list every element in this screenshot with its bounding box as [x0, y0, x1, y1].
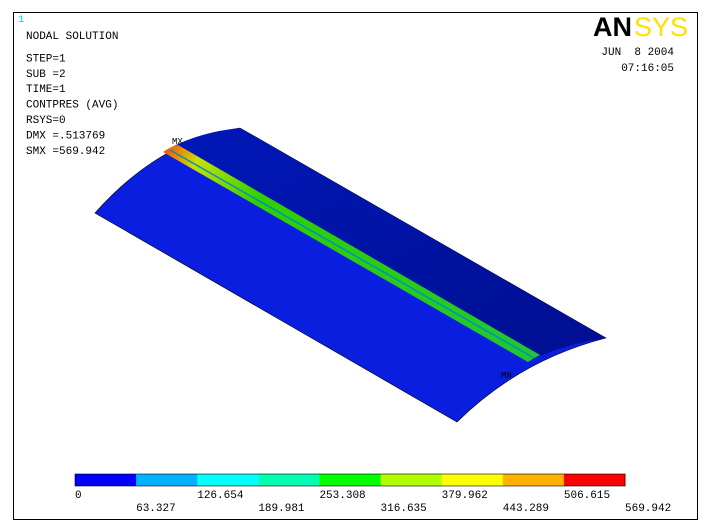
logo-an: AN	[593, 12, 632, 42]
min-marker: MN	[501, 371, 512, 381]
legend-level: 63.327	[136, 503, 176, 515]
legend-level: 569.942	[625, 503, 671, 515]
info-line: SUB =2	[26, 69, 66, 81]
info-block: NODAL SOLUTION STEP=1 SUB =2 TIME=1 CONTPRES…	[26, 31, 118, 158]
legend-swatch	[563, 474, 626, 486]
time: 07:16:05	[621, 63, 674, 75]
legend-swatch	[502, 474, 565, 486]
legend-level: 0	[75, 490, 82, 502]
date: JUN 8 2004	[601, 47, 674, 59]
info-line: TIME=1	[26, 84, 66, 96]
legend-level: 253.308	[319, 490, 365, 502]
legend-level: 126.654	[197, 490, 244, 502]
legend-border	[74, 473, 626, 487]
legend-level: 379.962	[442, 490, 488, 502]
legend-swatch	[136, 474, 198, 486]
strip-edge	[169, 149, 535, 359]
info-line: NODAL SOLUTION	[26, 31, 118, 43]
logo-sys: SYS	[634, 12, 688, 42]
model	[94, 127, 607, 423]
legend-level: 443.289	[503, 503, 549, 515]
shell-back	[170, 128, 606, 358]
legend-swatch	[319, 474, 382, 486]
legend: 0 63.327 126.654 189.981 253.308 316.635 379.9…	[74, 473, 671, 515]
legend-swatch	[258, 474, 320, 486]
legend-level: 189.981	[258, 503, 305, 515]
legend-swatch	[197, 474, 259, 486]
info-line: RSYS=0	[26, 115, 66, 127]
info-line: CONTPRES (AVG)	[26, 100, 118, 112]
info-line: DMX =.513769	[26, 130, 105, 142]
info-line: STEP=1	[26, 53, 66, 65]
legend-swatch	[75, 474, 137, 486]
legend-level: 316.635	[381, 503, 427, 515]
window-number: 1	[18, 15, 24, 26]
legend-swatch	[380, 474, 443, 486]
max-marker: MX	[172, 137, 183, 147]
legend-swatch	[441, 474, 504, 486]
legend-level: 506.615	[564, 490, 610, 502]
info-line: SMX =569.942	[26, 146, 105, 158]
